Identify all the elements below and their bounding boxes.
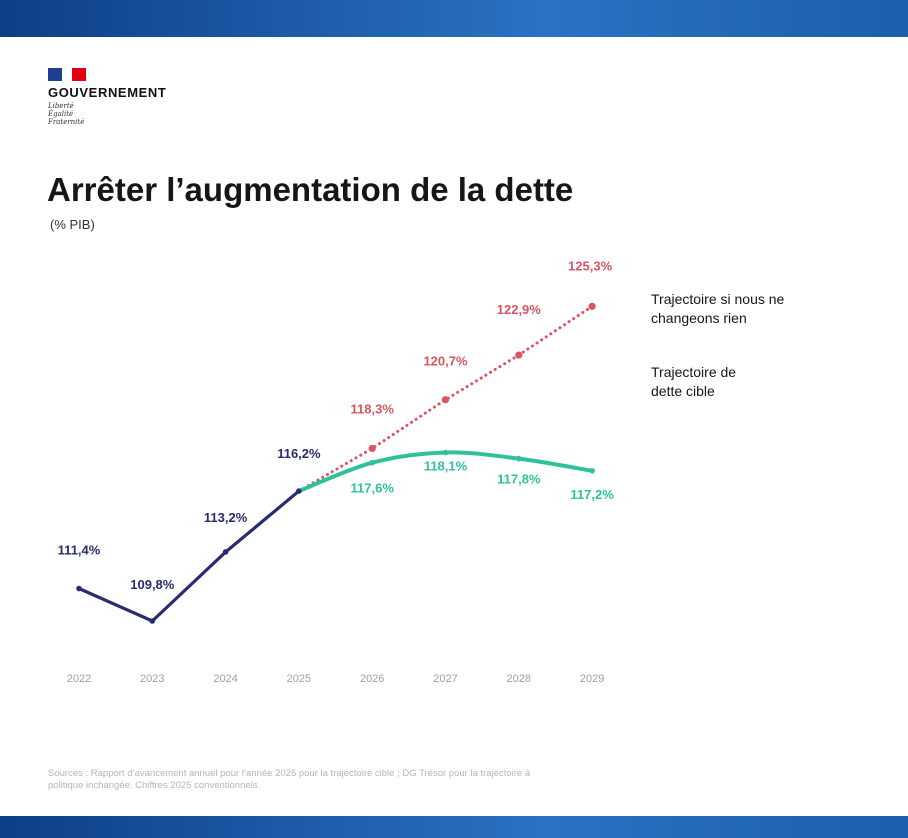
series-line-no_change <box>297 304 594 493</box>
slide: GOUVERNEMENT Liberté Égalité Fraternité … <box>0 37 908 816</box>
data-label-no_change: 125,3% <box>568 258 613 273</box>
top-banner <box>0 0 908 37</box>
data-point-target <box>516 455 522 462</box>
x-tick-label: 2023 <box>140 673 164 685</box>
debt-chart: 2022 2023 2024 2025 2026 2027 2028 2029 118,3% 12… <box>58 258 615 685</box>
sources-note: Sources : Rapport d’avancement annuel po… <box>48 768 531 791</box>
flag-icon <box>48 68 88 82</box>
motto-line: Égalité <box>48 110 74 118</box>
bottom-banner <box>0 816 908 838</box>
x-tick-label: 2029 <box>580 673 604 685</box>
data-point-target <box>369 459 376 466</box>
data-label-historical: 113,2% <box>204 510 248 525</box>
government-logo: GOUVERNEMENT Liberté Égalité Fraternité <box>48 68 188 138</box>
data-point-no_change <box>368 444 376 453</box>
page-title: Arrêter l’augmentation de la dette <box>47 171 574 208</box>
data-label-no_change: 120,7% <box>423 354 468 369</box>
data-label-target: 117,8% <box>497 472 541 487</box>
data-point-no_change <box>588 302 596 310</box>
legend-no-change: Trajectoire si nous ne changeons rien <box>651 291 785 326</box>
data-point-historical <box>149 618 156 624</box>
data-label-no_change: 118,3% <box>351 401 395 416</box>
data-point-historical <box>296 488 302 494</box>
data-point-no_change <box>515 351 523 359</box>
x-tick-label: 2028 <box>507 673 531 685</box>
data-label-target: 117,2% <box>570 487 614 502</box>
legend-target: Trajectoire de dette cible <box>651 364 737 399</box>
data-point-historical <box>222 549 229 555</box>
data-point-target <box>442 449 449 456</box>
data-label-target: 117,6% <box>351 481 395 496</box>
data-label-no_change: 122,9% <box>497 302 542 317</box>
data-label-historical: 111,4% <box>58 543 101 558</box>
gov-name: GOUVERNEMENT <box>48 85 167 100</box>
data-label-target: 118,1% <box>424 459 468 474</box>
x-tick-label: 2025 <box>287 673 311 685</box>
data-point-no_change <box>441 396 450 404</box>
data-label-historical: 116,2% <box>277 446 321 461</box>
motto-line: Liberté <box>48 102 74 110</box>
unit-label: (% PIB) <box>50 217 95 232</box>
data-point-target <box>589 467 595 474</box>
motto: Liberté Égalité Fraternité <box>48 102 84 126</box>
series-line-historical <box>77 489 301 623</box>
x-tick-label: 2022 <box>67 673 91 685</box>
x-tick-label: 2024 <box>213 673 237 685</box>
data-label-historical: 109,8% <box>130 577 175 592</box>
x-tick-label: 2026 <box>360 673 384 685</box>
motto-line: Fraternité <box>48 118 85 126</box>
x-tick-label: 2027 <box>433 673 457 685</box>
data-point-historical <box>76 585 82 592</box>
